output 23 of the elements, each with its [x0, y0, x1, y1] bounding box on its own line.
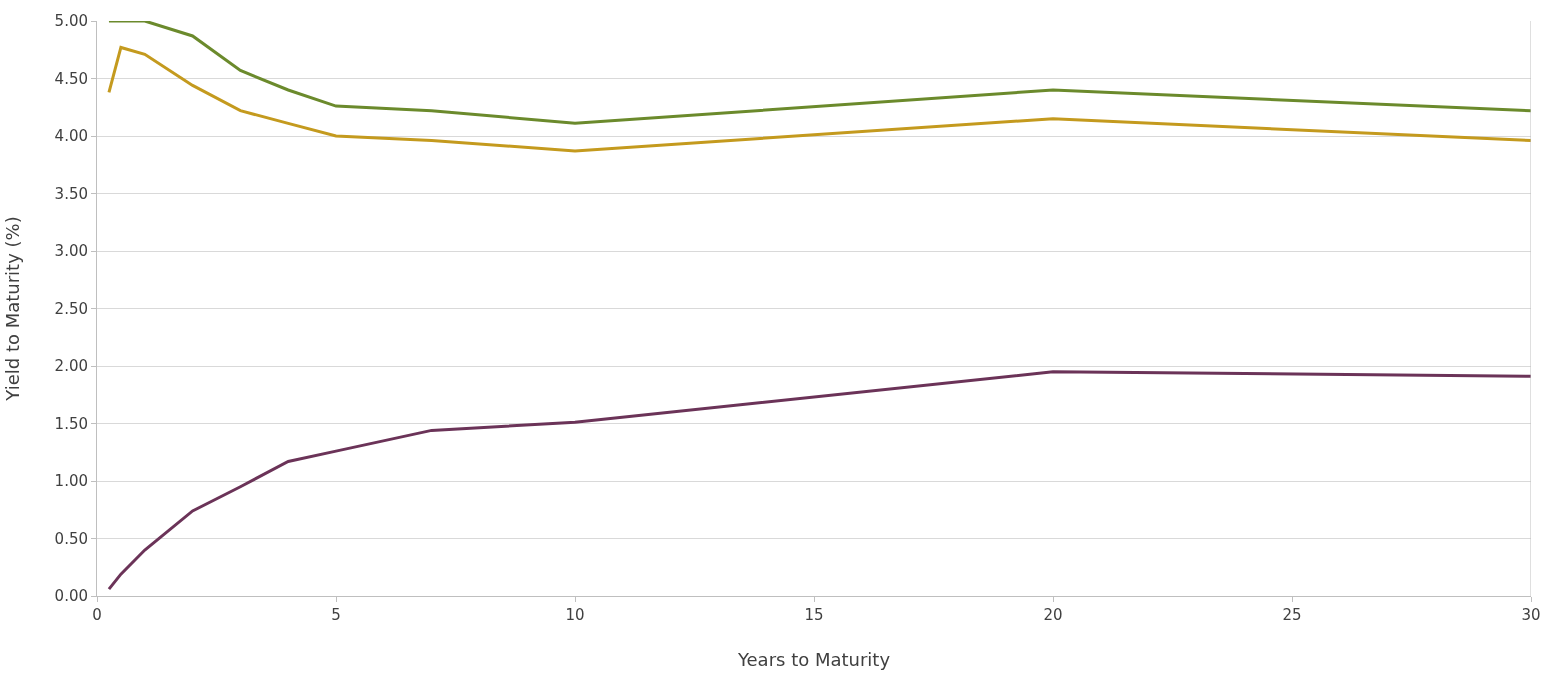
- y-tick-label: 0.50: [54, 529, 88, 548]
- x-tick-label: 15: [804, 606, 824, 624]
- x-tick-label: 0: [92, 606, 102, 624]
- line-series: [107, 21, 1531, 125]
- line-series: [107, 370, 1531, 591]
- x-tick-label: 25: [1282, 606, 1302, 624]
- y-tick-label: 3.50: [54, 184, 88, 203]
- y-tick-label: 5.00: [54, 12, 88, 31]
- x-tick-label: 10: [565, 606, 585, 624]
- y-tick-label: 2.00: [54, 357, 88, 376]
- y-tick-label: 0.00: [54, 587, 88, 606]
- y-tick-label: 4.50: [54, 69, 88, 88]
- y-tick-label: 4.00: [54, 127, 88, 146]
- y-tick-label: 2.50: [54, 299, 88, 318]
- line-series: [107, 45, 1531, 153]
- x-tick-label: 5: [331, 606, 341, 624]
- x-tick-label: 30: [1521, 606, 1541, 624]
- y-tick-label: 1.00: [54, 472, 88, 491]
- y-tick-label: 3.00: [54, 242, 88, 261]
- y-axis-title: Yield to Maturity (%): [1, 216, 23, 402]
- y-tick-label: 1.50: [54, 414, 88, 433]
- x-tick-label: 20: [1043, 606, 1063, 624]
- x-axis-title: Years to Maturity: [736, 649, 891, 671]
